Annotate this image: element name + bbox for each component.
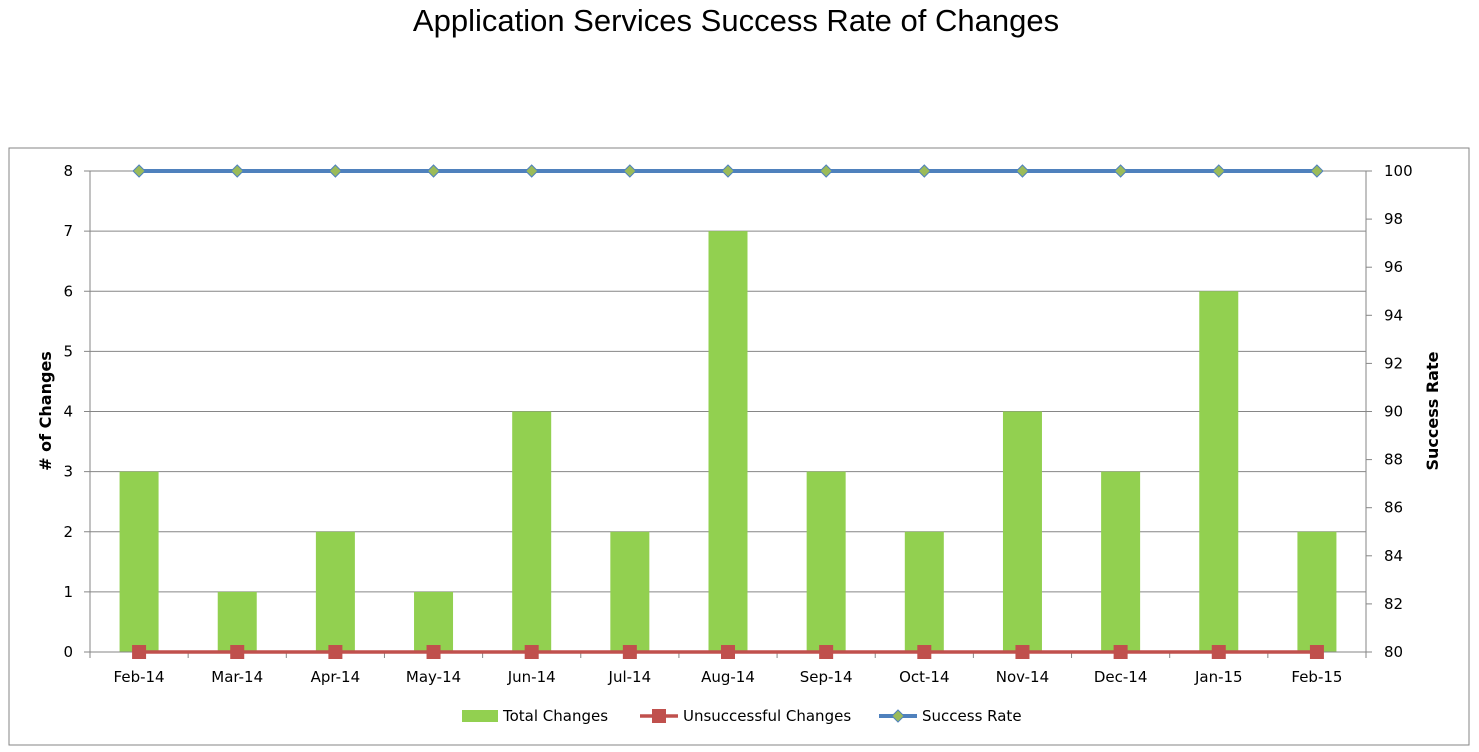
y2-axis-title: Success Rate (1423, 351, 1442, 470)
marker-success-rate (524, 164, 539, 178)
bar-series-total-changes (119, 231, 1337, 652)
y-tick-label: 0 (63, 643, 73, 661)
bar-total-changes (1199, 291, 1239, 652)
bar-total-changes (1297, 531, 1337, 652)
line-series (132, 164, 1324, 659)
chart-title: Application Services Success Rate of Cha… (413, 3, 1059, 38)
marker-unsuccessful-changes (917, 645, 932, 659)
legend-swatch-total-changes (462, 710, 498, 722)
y2-tick-label: 84 (1384, 547, 1403, 565)
bar-total-changes (610, 531, 650, 652)
y-tick-label: 3 (63, 463, 73, 481)
x-tick-label: Jul-14 (608, 668, 652, 686)
marker-unsuccessful-changes (132, 645, 147, 659)
y2-tick-label: 100 (1384, 162, 1413, 180)
y-tick-label: 8 (63, 162, 73, 180)
bar-total-changes (708, 231, 748, 652)
marker-unsuccessful-changes (1015, 645, 1030, 659)
x-tick-label: Feb-14 (114, 668, 165, 686)
legend-marker-unsuccessful-changes (652, 709, 666, 723)
bar-total-changes (414, 591, 454, 652)
bar-total-changes (1002, 411, 1042, 652)
marker-success-rate (426, 164, 441, 178)
marker-unsuccessful-changes (1211, 645, 1226, 659)
y2-tick-label: 80 (1384, 643, 1403, 661)
marker-success-rate (1113, 164, 1128, 178)
marker-unsuccessful-changes (622, 645, 637, 659)
x-tick-label: Apr-14 (311, 668, 361, 686)
x-tick-label: May-14 (406, 668, 461, 686)
marker-success-rate (623, 164, 637, 178)
bar-total-changes (904, 531, 944, 652)
marker-success-rate (132, 164, 146, 178)
marker-unsuccessful-changes (524, 645, 539, 659)
bar-total-changes (512, 411, 552, 652)
marker-success-rate (328, 164, 343, 178)
y-axis-title: # of Changes (36, 351, 55, 471)
y-tick-label: 4 (63, 403, 73, 421)
marker-success-rate (1310, 164, 1324, 178)
marker-success-rate (819, 164, 833, 178)
legend-label-unsuccessful-changes: Unsuccessful Changes (683, 707, 851, 725)
x-tick-label: Feb-15 (1291, 668, 1342, 686)
marker-unsuccessful-changes (819, 645, 834, 659)
marker-unsuccessful-changes (426, 645, 441, 659)
y2-tick-label: 82 (1384, 595, 1403, 613)
y-tick-label: 1 (63, 583, 73, 601)
y2-tick-label: 98 (1384, 210, 1403, 228)
bar-total-changes (119, 471, 159, 652)
bar-total-changes (1101, 471, 1141, 652)
legend-marker-success-rate (891, 709, 905, 723)
y2-tick-label: 86 (1384, 499, 1403, 517)
x-tick-label: Aug-14 (701, 668, 755, 686)
bar-total-changes (315, 531, 355, 652)
marker-success-rate (1212, 164, 1226, 178)
y2-tick-label: 90 (1384, 403, 1403, 421)
marker-unsuccessful-changes (1113, 645, 1128, 659)
y2-tick-label: 88 (1384, 451, 1403, 469)
marker-unsuccessful-changes (230, 645, 245, 659)
x-tick-label: Sep-14 (800, 668, 853, 686)
bar-total-changes (806, 471, 846, 652)
marker-success-rate (721, 164, 735, 178)
x-tick-label: Nov-14 (996, 668, 1049, 686)
bar-total-changes (217, 591, 257, 652)
y2-tick-label: 94 (1384, 306, 1403, 324)
y2-tick-label: 92 (1384, 354, 1403, 372)
y-tick-label: 5 (63, 342, 73, 360)
x-tick-label: Dec-14 (1094, 668, 1148, 686)
marker-success-rate (230, 164, 244, 178)
y-tick-label: 7 (63, 222, 73, 240)
y2-tick-label: 96 (1384, 258, 1403, 276)
marker-unsuccessful-changes (1309, 645, 1324, 659)
marker-unsuccessful-changes (721, 645, 735, 659)
y-tick-label: 2 (63, 523, 73, 541)
marker-unsuccessful-changes (328, 645, 343, 659)
x-tick-label: Jan-15 (1194, 668, 1243, 686)
legend-label-success-rate: Success Rate (922, 707, 1022, 725)
y-tick-label: 6 (63, 282, 73, 300)
legend: Total Changes Unsuccessful Changes Success… (462, 707, 1022, 725)
x-tick-label: Jun-14 (507, 668, 556, 686)
marker-success-rate (917, 164, 932, 178)
marker-success-rate (1015, 164, 1030, 178)
legend-label-total-changes: Total Changes (502, 707, 608, 725)
x-tick-label: Mar-14 (211, 668, 263, 686)
x-tick-label: Oct-14 (899, 668, 949, 686)
